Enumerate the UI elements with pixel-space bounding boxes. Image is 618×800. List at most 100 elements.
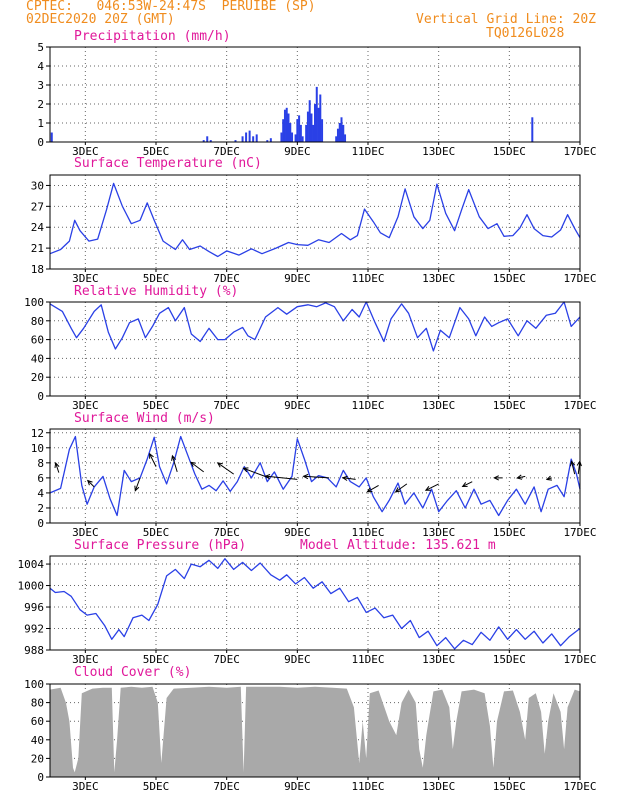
precip-bar bbox=[310, 113, 313, 142]
y-tick-label: 8 bbox=[37, 457, 44, 470]
x-tick-label: 13DEC bbox=[422, 526, 455, 539]
precip-bar bbox=[296, 119, 299, 142]
precip-bar bbox=[314, 104, 316, 142]
model-altitude-label: Model Altitude: 135.621 m bbox=[300, 538, 496, 553]
precip-bar bbox=[344, 134, 347, 142]
x-tick-label: 15DEC bbox=[493, 272, 526, 285]
wind-vector bbox=[395, 483, 408, 493]
y-tick-label: 18 bbox=[31, 263, 44, 276]
precip-bar bbox=[305, 124, 308, 142]
precip-bar bbox=[321, 119, 324, 142]
y-tick-label: 60 bbox=[31, 334, 44, 347]
panel-frame bbox=[49, 46, 581, 143]
y-tick-label: 10 bbox=[31, 442, 44, 455]
x-tick-label: 11DEC bbox=[351, 145, 384, 158]
panel-title: Relative Humidity (%) bbox=[74, 284, 238, 299]
series-line bbox=[49, 301, 581, 352]
x-tick-label: 7DEC bbox=[213, 399, 240, 412]
wind-vector bbox=[149, 453, 157, 467]
series-line bbox=[49, 435, 581, 517]
precip-bar bbox=[294, 134, 297, 142]
x-tick-label: 13DEC bbox=[422, 653, 455, 666]
x-tick-label: 15DEC bbox=[493, 145, 526, 158]
x-tick-label: 11DEC bbox=[351, 780, 384, 793]
panel-frame bbox=[49, 555, 581, 651]
y-tick-label: 4 bbox=[37, 487, 44, 500]
panel-title: Surface Temperature (nC) bbox=[74, 156, 262, 171]
x-tick-label: 3DEC bbox=[72, 145, 99, 158]
x-tick-label: 13DEC bbox=[422, 272, 455, 285]
x-tick-label: 9DEC bbox=[284, 399, 311, 412]
y-tick-label: 4 bbox=[37, 60, 44, 73]
precip-bar bbox=[282, 119, 285, 142]
x-tick-label: 11DEC bbox=[351, 272, 384, 285]
x-tick-label: 5DEC bbox=[143, 145, 170, 158]
panel-frame bbox=[49, 301, 581, 397]
precip-bar bbox=[342, 124, 345, 142]
y-tick-label: 0 bbox=[37, 390, 44, 403]
precip-bar bbox=[319, 94, 322, 142]
wind-vector-head bbox=[189, 461, 196, 467]
x-tick-label: 13DEC bbox=[422, 399, 455, 412]
y-tick-label: 1000 bbox=[18, 580, 45, 593]
series-line bbox=[49, 182, 581, 258]
x-tick-label: 7DEC bbox=[213, 653, 240, 666]
wind-vector-head bbox=[264, 473, 271, 480]
precip-bar bbox=[338, 123, 341, 142]
header-model-id: TQ0126L028 bbox=[486, 26, 565, 41]
precip-bar bbox=[312, 124, 315, 142]
wind-vector-head bbox=[86, 479, 93, 486]
wind-vector-head bbox=[461, 482, 468, 487]
precip-bar bbox=[335, 136, 338, 142]
x-tick-label: 7DEC bbox=[213, 780, 240, 793]
x-tick-label: 5DEC bbox=[143, 780, 170, 793]
y-tick-label: 100 bbox=[24, 678, 44, 691]
x-tick-label: 3DEC bbox=[72, 526, 99, 539]
precip-bar bbox=[255, 134, 258, 142]
y-tick-label: 5 bbox=[37, 41, 44, 54]
precip-bar bbox=[266, 140, 269, 142]
x-tick-label: 17DEC bbox=[563, 653, 596, 666]
precip-bar bbox=[252, 136, 255, 142]
precip-bar bbox=[202, 140, 205, 142]
x-tick-label: 9DEC bbox=[284, 145, 311, 158]
y-tick-label: 60 bbox=[31, 715, 44, 728]
x-tick-label: 15DEC bbox=[493, 399, 526, 412]
wind-vector bbox=[217, 462, 235, 475]
y-tick-label: 40 bbox=[31, 734, 44, 747]
precip-bar bbox=[289, 123, 292, 142]
wind-vector bbox=[367, 484, 379, 493]
y-tick-label: 3 bbox=[37, 79, 44, 92]
precip-bar bbox=[317, 107, 320, 142]
panel-frame bbox=[49, 428, 581, 524]
precip-bar bbox=[245, 132, 248, 142]
wind-vector-head bbox=[216, 462, 223, 468]
x-tick-label: 9DEC bbox=[284, 272, 311, 285]
y-tick-label: 24 bbox=[31, 221, 45, 234]
y-tick-label: 30 bbox=[31, 179, 44, 192]
y-tick-label: 21 bbox=[31, 242, 44, 255]
wind-vector bbox=[55, 462, 60, 473]
x-tick-label: 13DEC bbox=[422, 145, 455, 158]
x-tick-label: 17DEC bbox=[563, 272, 596, 285]
precip-bar bbox=[287, 113, 290, 142]
x-tick-label: 5DEC bbox=[143, 399, 170, 412]
x-tick-label: 5DEC bbox=[143, 272, 170, 285]
y-tick-label: 0 bbox=[37, 517, 44, 530]
wind-vector bbox=[571, 461, 576, 475]
y-tick-label: 100 bbox=[24, 296, 44, 309]
precip-bar bbox=[306, 111, 309, 142]
x-tick-label: 17DEC bbox=[563, 145, 596, 158]
x-tick-label: 7DEC bbox=[213, 272, 240, 285]
x-tick-label: 3DEC bbox=[72, 399, 99, 412]
precip-bar bbox=[209, 140, 212, 142]
x-tick-label: 3DEC bbox=[72, 272, 99, 285]
panel-title: Cloud Cover (%) bbox=[74, 665, 191, 680]
wind-vector bbox=[303, 475, 330, 479]
panel-title: Surface Wind (m/s) bbox=[74, 411, 215, 426]
wind-vector-head bbox=[569, 460, 576, 467]
wind-vector bbox=[190, 461, 204, 473]
wind-vector bbox=[342, 477, 356, 480]
wind-vector-head bbox=[54, 461, 60, 469]
